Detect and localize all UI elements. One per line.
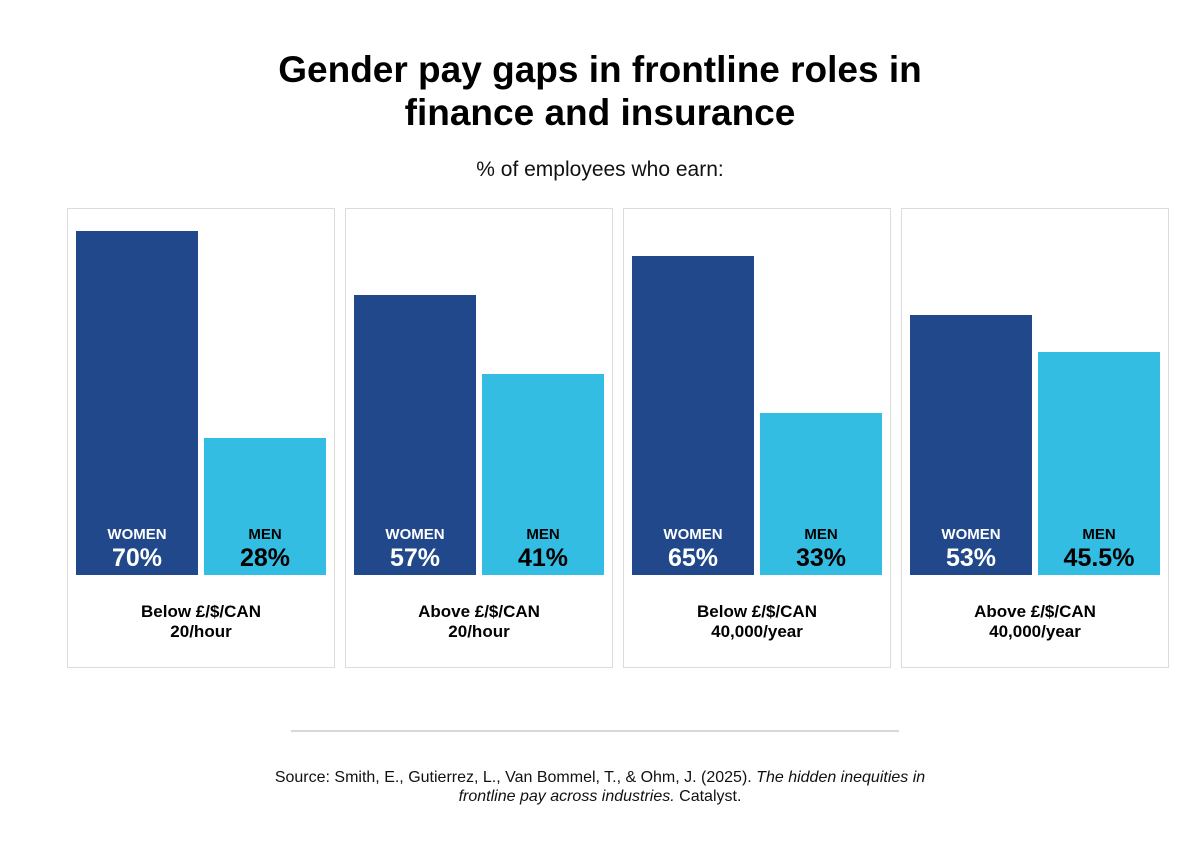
bar-women-4: WOMEN 53% bbox=[910, 315, 1032, 575]
source-title-2: frontline pay across industries. bbox=[458, 788, 675, 805]
bar-series-label: MEN bbox=[248, 526, 282, 543]
bar-value-label: 45.5% bbox=[1063, 544, 1135, 572]
source-suffix: Catalyst. bbox=[674, 788, 742, 805]
category-label: Above £/$/CAN 20/hour bbox=[346, 602, 612, 642]
bar-value-label: 28% bbox=[239, 544, 291, 572]
panel-3: WOMEN 65% MEN 33% Below £/$/CAN 40,000/year bbox=[623, 208, 891, 668]
bar-series-label: MEN bbox=[526, 526, 560, 543]
divider bbox=[291, 730, 899, 732]
category-label-line: 40,000/year bbox=[711, 622, 803, 641]
bar-women-1: WOMEN 70% bbox=[76, 231, 198, 575]
bar-women-3: WOMEN 65% bbox=[632, 256, 754, 575]
bar-value-label: 41% bbox=[517, 544, 569, 572]
bar-men-1: MEN 28% bbox=[204, 438, 326, 575]
bar-series-label: WOMEN bbox=[385, 526, 445, 543]
bar-men-3: MEN 33% bbox=[760, 413, 882, 575]
category-label-line: Below £/$/CAN bbox=[697, 602, 817, 621]
bar-value-label: 57% bbox=[389, 544, 441, 572]
title-line-1: Gender pay gaps in frontline roles in bbox=[278, 49, 922, 90]
category-label-line: Below £/$/CAN bbox=[141, 602, 261, 621]
panel-4: WOMEN 53% MEN 45.5% Above £/$/CAN 40,000/year bbox=[901, 208, 1169, 668]
panel-2: WOMEN 57% MEN 41% Above £/$/CAN 20/hour bbox=[345, 208, 613, 668]
chart-title: Gender pay gaps in frontline roles in fi… bbox=[0, 48, 1200, 134]
bar-value-label: 53% bbox=[945, 544, 997, 572]
category-label-line: Above £/$/CAN bbox=[418, 602, 540, 621]
source-title-1: The hidden inequities in bbox=[756, 769, 926, 786]
title-line-2: finance and insurance bbox=[404, 92, 796, 133]
bar-series-label: WOMEN bbox=[107, 526, 167, 543]
chart-subtitle: % of employees who earn: bbox=[476, 158, 724, 181]
bar-series-label: WOMEN bbox=[663, 526, 723, 543]
bar-series-label: WOMEN bbox=[941, 526, 1001, 543]
category-label-line: 20/hour bbox=[448, 622, 510, 641]
category-label: Above £/$/CAN 40,000/year bbox=[902, 602, 1168, 642]
bar-series-label: MEN bbox=[804, 526, 838, 543]
category-label-line: 20/hour bbox=[170, 622, 232, 641]
category-label-line: Above £/$/CAN bbox=[974, 602, 1096, 621]
category-label: Below £/$/CAN 20/hour bbox=[68, 602, 334, 642]
source-prefix: Source: Smith, E., Gutierrez, L., Van Bo… bbox=[274, 769, 757, 786]
source-citation: Source: Smith, E., Gutierrez, L., Van Bo… bbox=[0, 768, 1200, 806]
bar-value-label: 33% bbox=[795, 544, 847, 572]
bar-men-4: MEN 45.5% bbox=[1038, 352, 1160, 575]
bar-women-2: WOMEN 57% bbox=[354, 295, 476, 575]
bar-value-label: 70% bbox=[111, 544, 163, 572]
category-label: Below £/$/CAN 40,000/year bbox=[624, 602, 890, 642]
bar-value-label: 65% bbox=[667, 544, 719, 572]
bar-men-2: MEN 41% bbox=[482, 374, 604, 575]
category-label-line: 40,000/year bbox=[989, 622, 1081, 641]
bar-series-label: MEN bbox=[1082, 526, 1116, 543]
panel-1: WOMEN 70% MEN 28% Below £/$/CAN 20/hour bbox=[67, 208, 335, 668]
